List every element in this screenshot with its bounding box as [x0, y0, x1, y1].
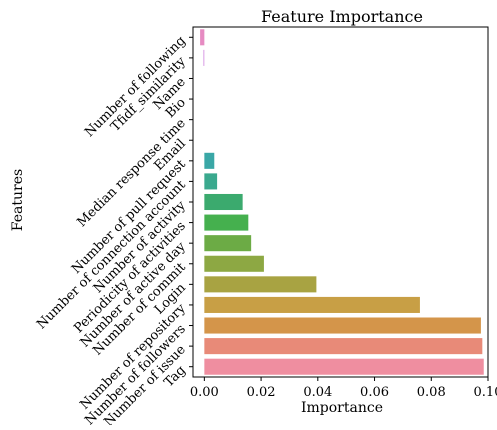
bar-1: [203, 49, 205, 66]
chart-title: Feature Importance: [261, 7, 423, 26]
bar-0: [200, 29, 205, 46]
y-axis-label: Features: [10, 169, 26, 231]
bar-9: [204, 214, 249, 231]
x-tick-label-2: 0.04: [303, 385, 332, 400]
x-tick-label-5: 0.10: [474, 385, 497, 400]
x-tick-label-1: 0.02: [247, 385, 276, 400]
bar-13: [204, 296, 420, 313]
y-axis: Number of followingTfidf_similarityNameB…: [34, 34, 193, 430]
bar-8: [204, 193, 243, 211]
bar-10: [204, 235, 252, 252]
bars-layer: [200, 29, 484, 375]
x-axis-label: Importance: [301, 400, 383, 416]
bar-14: [204, 317, 481, 334]
bar-15: [204, 338, 483, 355]
x-tick-label-3: 0.06: [360, 385, 389, 400]
x-tick-label-0: 0.00: [190, 385, 219, 400]
bar-7: [204, 173, 218, 190]
bar-11: [204, 255, 264, 272]
bar-16: [204, 358, 484, 375]
x-tick-label-4: 0.08: [417, 385, 446, 400]
x-axis: 0.00 0.02 0.04 0.06 0.08 0.10: [190, 377, 497, 400]
bar-12: [204, 276, 317, 293]
bar-6: [204, 152, 215, 169]
